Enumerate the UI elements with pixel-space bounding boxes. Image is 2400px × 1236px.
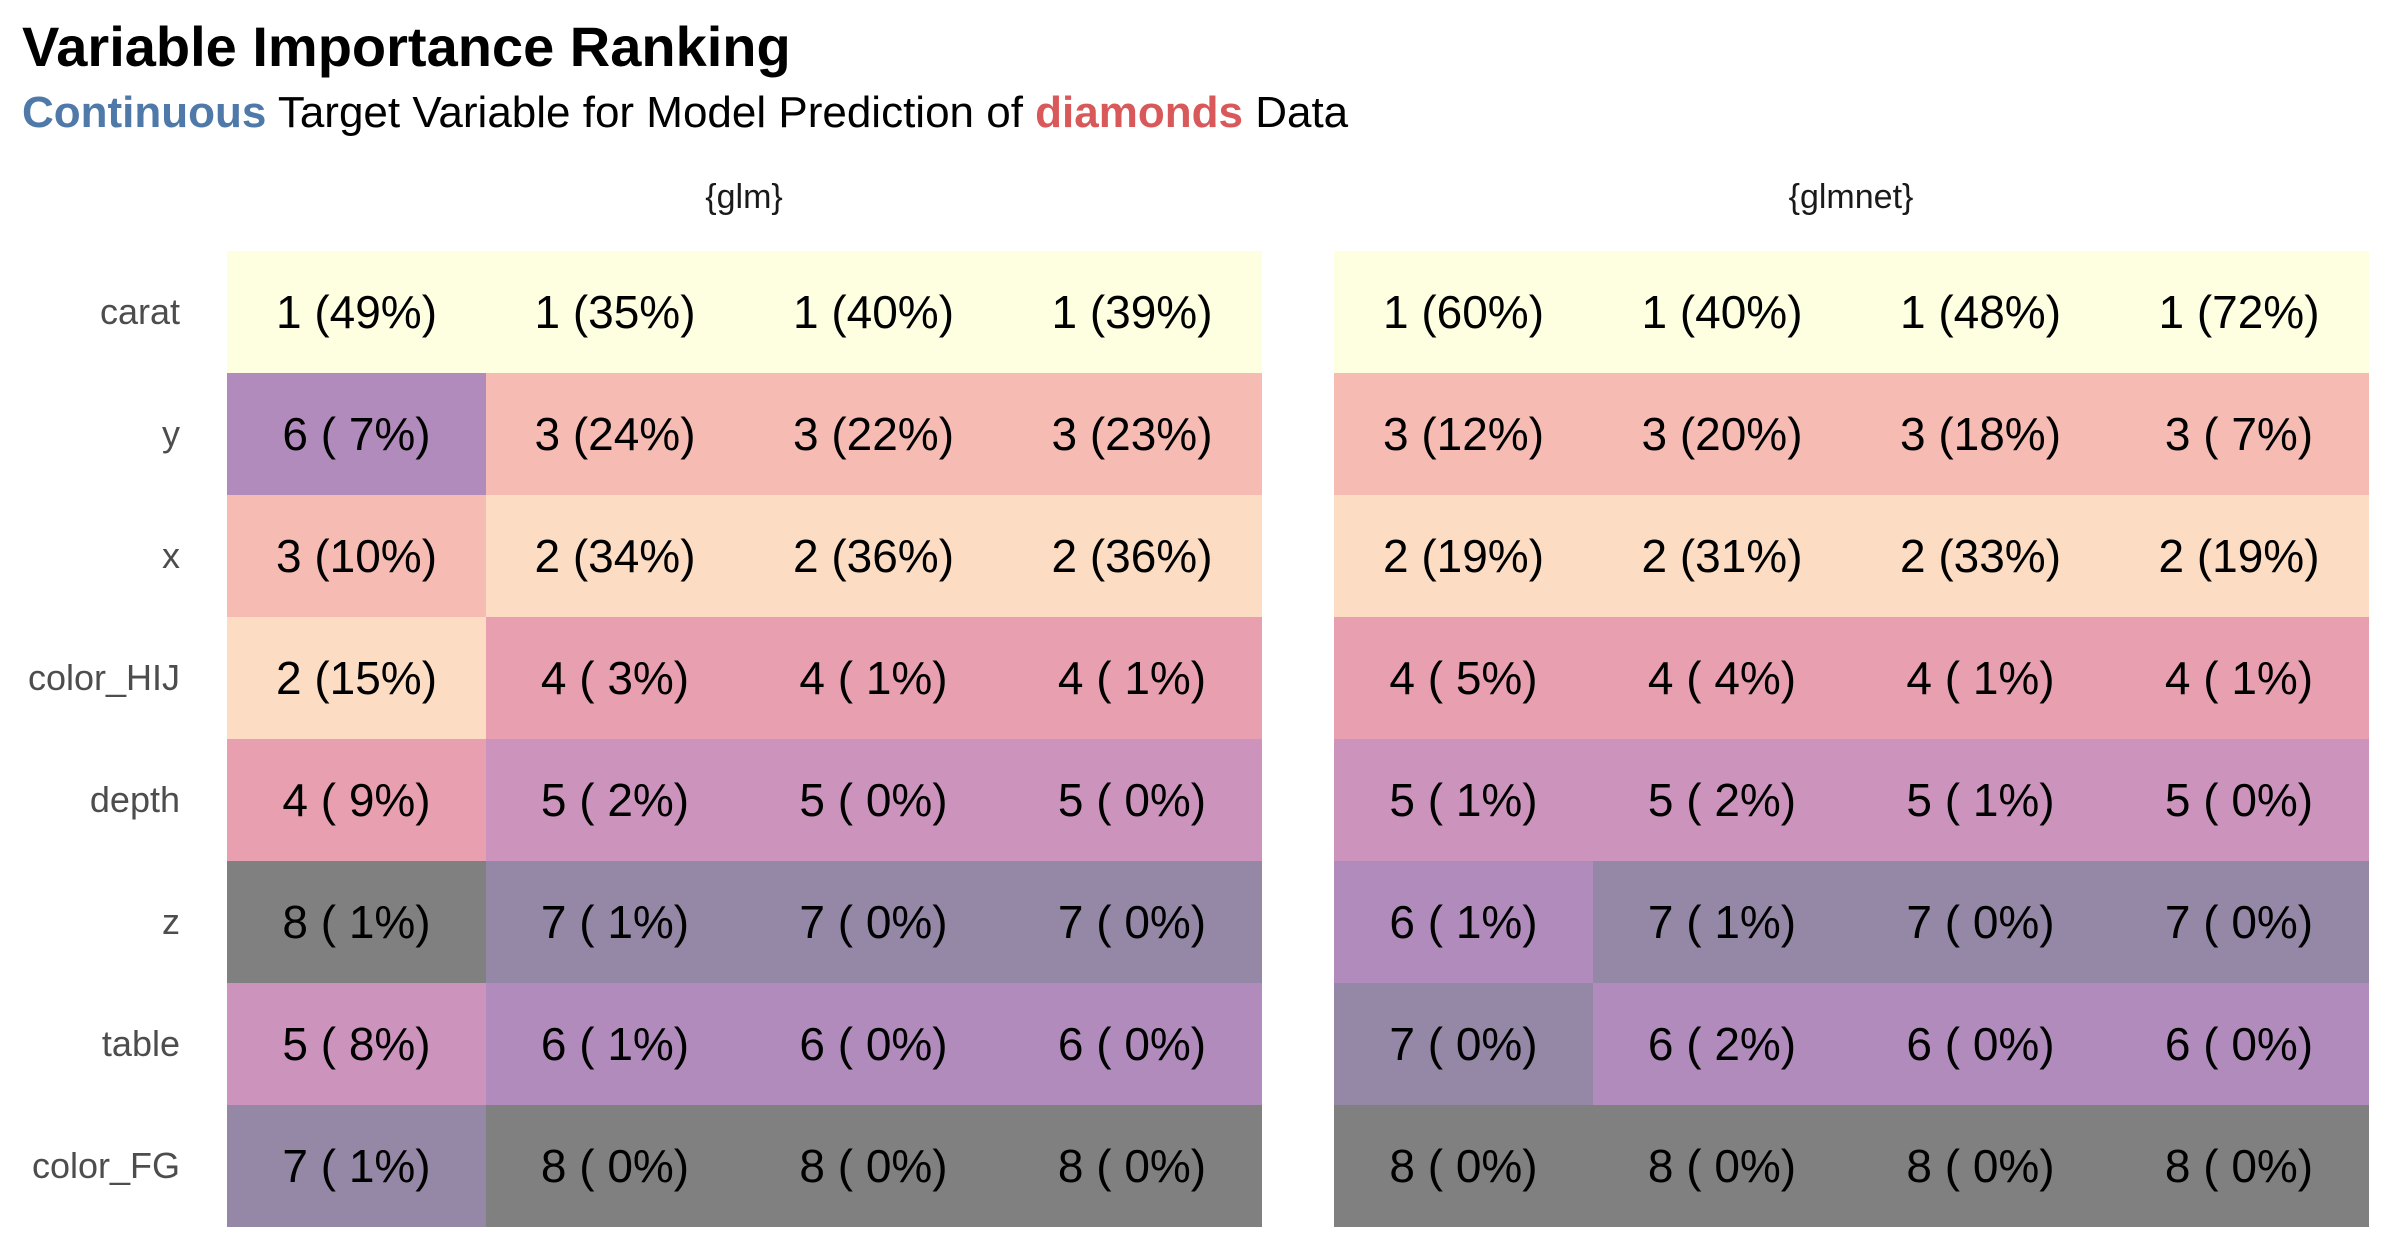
heatmap-cell: 2 (31%) [1592,495,1852,617]
heatmap-cell: 7 ( 1%) [1592,861,1852,983]
heatmap-cell: 2 (36%) [1002,495,1262,617]
heatmap-cell: 1 (40%) [744,251,1003,373]
heatmap-cell: 3 (12%) [1334,373,1593,495]
row-label-y: y [162,413,180,454]
heatmap-cell: 7 ( 0%) [744,861,1003,983]
heatmap-cell: 3 (23%) [1002,373,1262,495]
heatmap-cell: 1 (72%) [2109,251,2369,373]
row-label-table: table [101,1023,180,1064]
heatmap-cell: 1 (48%) [1851,251,2110,373]
heatmap-cell: 8 ( 0%) [1002,1105,1262,1227]
heatmap-cell: 4 ( 1%) [1002,617,1262,739]
heatmap-cell: 2 (34%) [485,495,745,617]
row-label-z: z [162,901,180,942]
heatmap-cell: 4 ( 1%) [2109,617,2369,739]
facet-label-glm: {glm} [705,178,783,216]
heatmap-cell: 3 ( 7%) [2109,373,2369,495]
heatmap-cell: 2 (15%) [227,617,486,739]
heatmap-cell: 8 ( 0%) [2109,1105,2369,1227]
heatmap-cell: 5 ( 2%) [1592,739,1852,861]
heatmap-cell: 5 ( 1%) [1851,739,2110,861]
heatmap-cell: 3 (24%) [485,373,745,495]
heatmap-cell: 6 ( 0%) [1851,983,2110,1105]
heatmap-cell: 2 (19%) [1334,495,1593,617]
chart-subtitle: Continuous Target Variable for Model Pre… [22,88,1348,138]
chart-title: Variable Importance Ranking [22,15,791,78]
heatmap-cell: 7 ( 1%) [227,1105,486,1227]
row-label-x: x [162,535,180,576]
subtitle-target-type: Continuous [22,88,267,137]
heatmap-cell: 6 ( 2%) [1592,983,1852,1105]
row-label-color-hij: color_HIJ [27,657,180,698]
heatmap-cell: 7 ( 0%) [1334,983,1593,1105]
heatmap-cell: 5 ( 8%) [227,983,486,1105]
heatmap-cell: 2 (19%) [2109,495,2369,617]
heatmap-cell: 8 ( 0%) [744,1105,1003,1227]
heatmap-cell: 2 (36%) [744,495,1003,617]
heatmap-cell: 5 ( 0%) [1002,739,1262,861]
heatmap-cell: 4 ( 1%) [1851,617,2110,739]
heatmap-cell: 4 ( 4%) [1592,617,1852,739]
heatmap-cell: 3 (10%) [227,495,486,617]
heatmap-cell: 6 ( 0%) [2109,983,2369,1105]
facet-label-glmnet: {glmnet} [1788,178,1914,216]
heatmap-cell: 7 ( 0%) [1851,861,2110,983]
heatmap-cell: 8 ( 0%) [1592,1105,1852,1227]
heatmap-cell: 1 (60%) [1334,251,1593,373]
heatmap-cell: 1 (35%) [485,251,745,373]
heatmap-cell: 4 ( 5%) [1334,617,1593,739]
heatmap-cell: 5 ( 0%) [744,739,1003,861]
heatmap-cell: 4 ( 1%) [744,617,1003,739]
heatmap-cell: 6 ( 7%) [227,373,486,495]
subtitle-dataset-name: diamonds [1035,88,1243,137]
heatmap-cell: 2 (33%) [1851,495,2110,617]
row-label-carat: carat [99,291,180,332]
heatmap-cell: 7 ( 1%) [485,861,745,983]
heatmap-cell: 3 (20%) [1592,373,1852,495]
row-label-color-fg: color_FG [31,1145,180,1186]
heatmap-cell: 4 ( 9%) [227,739,486,861]
heatmap-cell: 7 ( 0%) [1002,861,1262,983]
heatmap-cell: 4 ( 3%) [485,617,745,739]
heatmap-cell: 5 ( 2%) [485,739,745,861]
heatmap-cell: 7 ( 0%) [2109,861,2369,983]
heatmap-cell: 3 (18%) [1851,373,2110,495]
heatmap-cell: 5 ( 0%) [2109,739,2369,861]
heatmap-cell: 8 ( 0%) [1851,1105,2110,1227]
heatmap-cell: 8 ( 1%) [227,861,486,983]
heatmap-cell: 1 (40%) [1592,251,1852,373]
heatmap-cell: 6 ( 0%) [744,983,1003,1105]
heatmap-cell: 6 ( 1%) [1334,861,1593,983]
heatmap-cell: 8 ( 0%) [485,1105,745,1227]
heatmap-cell: 5 ( 1%) [1334,739,1593,861]
heatmap-cell: 1 (39%) [1002,251,1262,373]
heatmap-cell: 6 ( 0%) [1002,983,1262,1105]
row-label-depth: depth [89,779,180,820]
heatmap-cell: 1 (49%) [227,251,486,373]
heatmap-cell: 6 ( 1%) [485,983,745,1105]
subtitle-end-text: Data [1242,88,1349,137]
subtitle-middle-text: Target Variable for Model Prediction of [266,88,1036,137]
heatmap-cell: 8 ( 0%) [1334,1105,1593,1227]
heatmap-cell: 3 (22%) [744,373,1003,495]
